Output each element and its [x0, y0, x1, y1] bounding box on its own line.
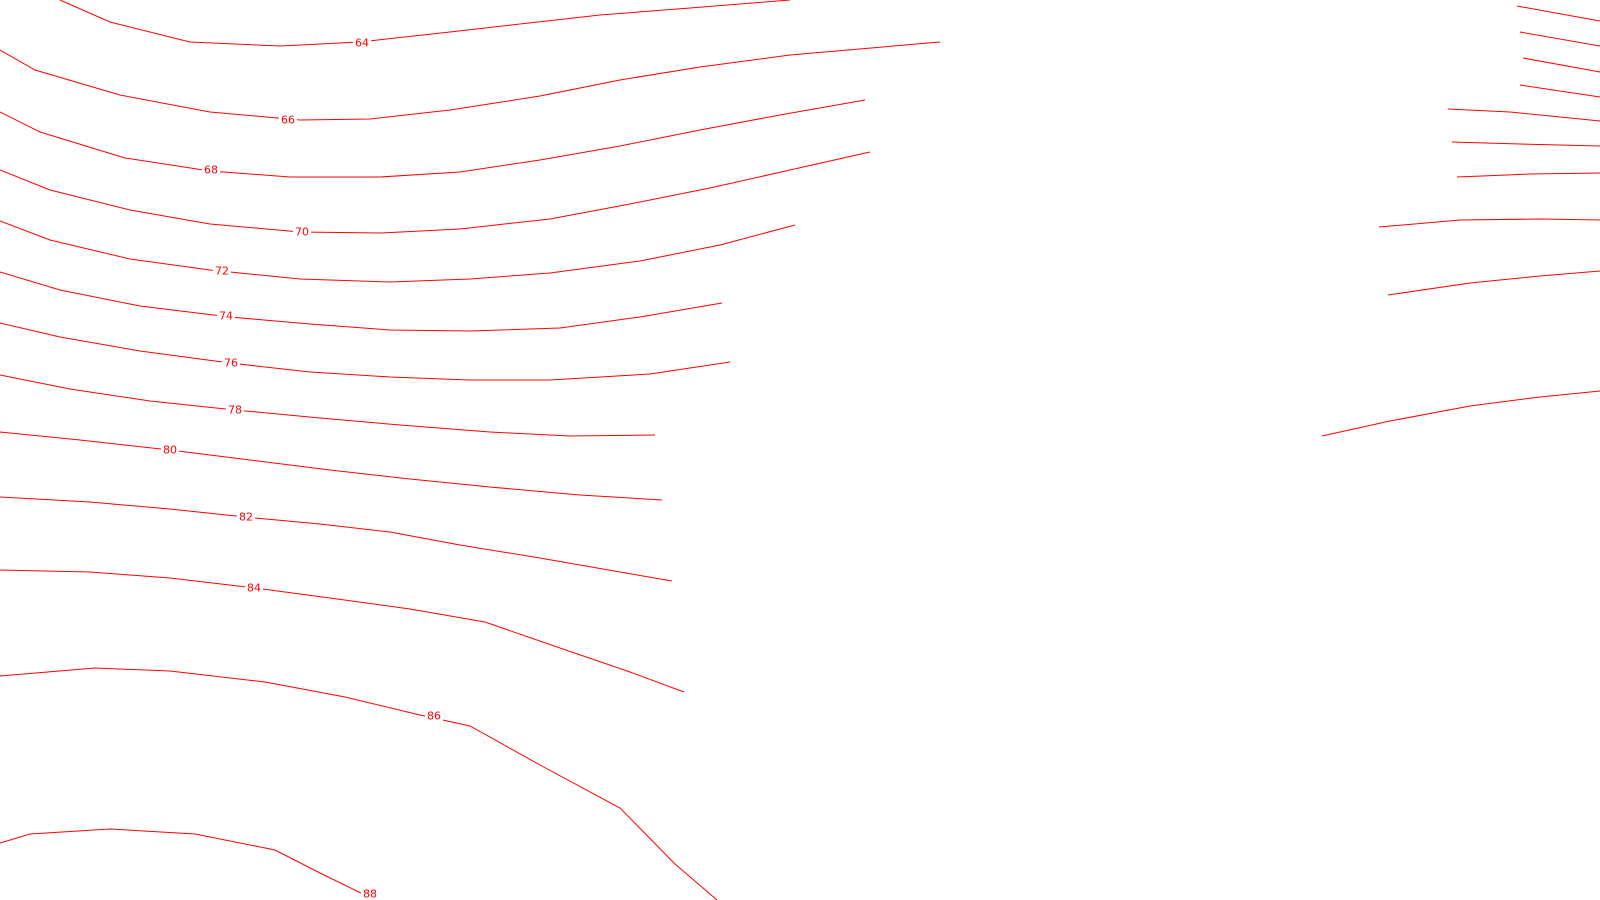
contour-line-76 [0, 322, 731, 381]
contour-label-74: 74 [219, 310, 233, 323]
contour-line-66 [0, 41, 941, 121]
contour-label-86: 86 [427, 710, 441, 723]
contour-line-88 [0, 828, 366, 896]
contour-line-84 [0, 569, 685, 693]
contour-label-82: 82 [239, 511, 253, 524]
contour-fragment-1 [1516, 5, 1600, 22]
contour-fragment-6 [1451, 141, 1600, 147]
contour-label-68: 68 [204, 164, 218, 177]
contour-label-bg [202, 164, 220, 176]
contour-label-64: 64 [355, 37, 369, 50]
contour-label-bg [425, 710, 443, 722]
contour-label-80: 80 [163, 444, 177, 457]
contour-line-72 [0, 220, 796, 283]
contour-fragment-3 [1522, 57, 1600, 73]
contour-fragment-8 [1378, 218, 1600, 228]
contour-line-70 [0, 151, 871, 234]
contour-line-78 [0, 374, 656, 437]
contour-label-76: 76 [224, 357, 238, 370]
contour-fragment-7 [1456, 172, 1600, 178]
contour-label-bg [222, 357, 240, 369]
contour-fragment-10 [1321, 390, 1600, 437]
contour-label-bg [245, 582, 263, 594]
contour-label-bg [213, 265, 231, 277]
contour-label-66: 66 [281, 114, 295, 127]
contour-fragment-9 [1387, 270, 1600, 296]
contour-fragment-2 [1519, 31, 1600, 47]
contour-fragment-4 [1519, 84, 1600, 98]
contour-label-bg [217, 310, 235, 322]
contour-label-78: 78 [228, 404, 242, 417]
contour-label-bg [226, 404, 244, 416]
contour-label-bg [279, 114, 297, 126]
contour-label-84: 84 [247, 582, 261, 595]
contour-label-88: 88 [363, 888, 377, 900]
contour-label-bg [293, 226, 311, 238]
contour-label-bg [161, 444, 179, 456]
contour-line-86 [0, 667, 718, 900]
contour-label-bg [237, 511, 255, 523]
contour-label-70: 70 [295, 226, 309, 239]
contour-line-80 [0, 431, 663, 501]
contour-fragment-5 [1447, 108, 1600, 122]
contour-line-82 [0, 496, 673, 582]
contour-line-74 [0, 271, 723, 332]
contour-line-68 [0, 99, 866, 178]
contour-label-bg [353, 37, 371, 49]
contour-label-72: 72 [215, 265, 229, 278]
contour-line-64 [59, 0, 791, 47]
contour-label-bg [361, 888, 379, 900]
